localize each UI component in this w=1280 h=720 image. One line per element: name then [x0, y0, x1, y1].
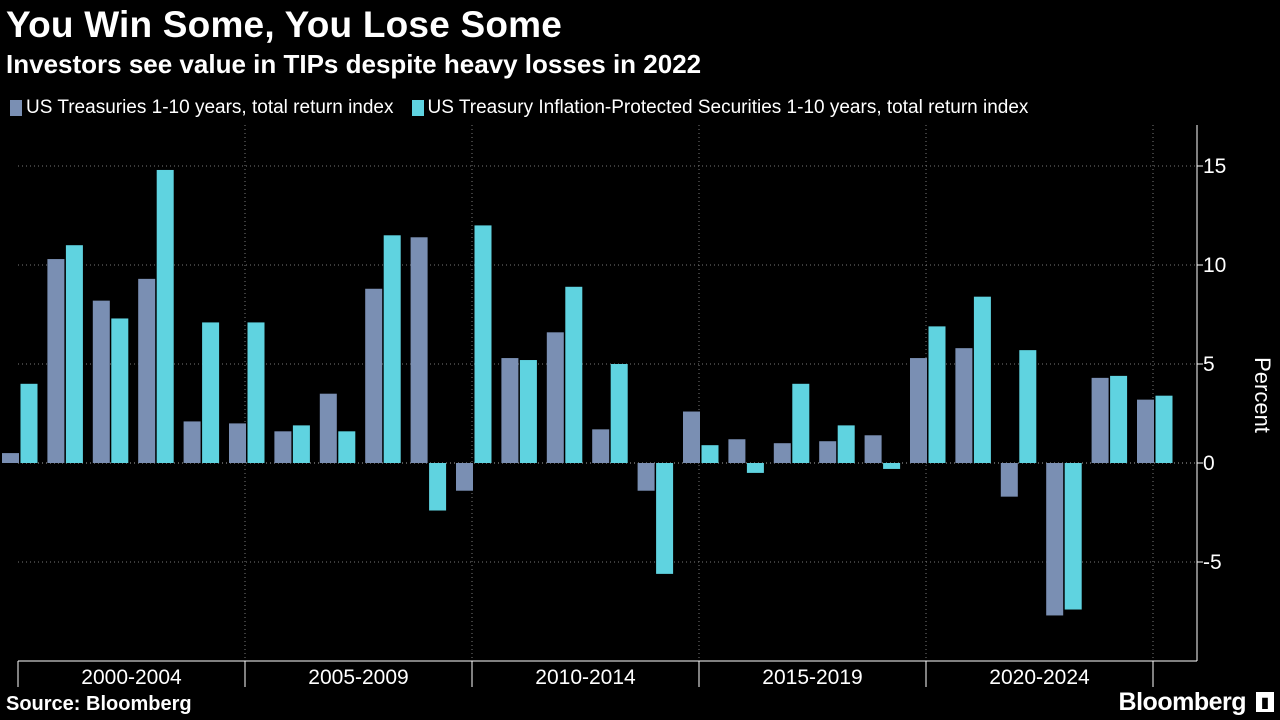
bar-tips — [20, 383, 38, 463]
bar-treasuries — [819, 441, 837, 463]
chart-subtitle: Investors see value in TIPs despite heav… — [6, 49, 702, 79]
bar-treasuries — [183, 421, 201, 463]
bar-tips — [1019, 350, 1037, 463]
legend-swatch-tips — [411, 100, 424, 116]
bar-treasuries — [683, 411, 700, 463]
source-note: Source: Bloomberg — [6, 693, 192, 715]
bar-treasuries — [138, 278, 156, 463]
bar-tips — [202, 322, 220, 463]
bar-tips — [1110, 375, 1128, 463]
bar-treasuries — [319, 393, 337, 463]
bar-tips — [383, 235, 401, 463]
chart-title: You Win Some, You Lose Some — [6, 4, 563, 45]
y-tick-label: 10 — [1203, 254, 1226, 277]
bar-tips — [1064, 463, 1082, 610]
y-tick-label: 0 — [1203, 452, 1215, 475]
bar-tips — [65, 245, 83, 463]
brand-logo: Bloomberg — [1118, 688, 1247, 716]
bar-tips — [792, 383, 810, 463]
bar-tips — [656, 463, 674, 574]
bar-tips — [156, 169, 174, 463]
bar-tips — [519, 360, 537, 463]
bar-tips — [883, 463, 901, 469]
x-group-label: 2010-2014 — [535, 666, 636, 689]
x-group-label: 2020-2024 — [989, 666, 1090, 689]
y-tick-label: 5 — [1203, 353, 1215, 376]
bar-treasuries — [728, 439, 746, 463]
x-group-label: 2005-2009 — [308, 666, 408, 689]
bar-treasuries — [365, 288, 383, 463]
axes: 15 10 5 0 -5 2000-2004 2005-2009 2010-2014 2015-… — [17, 125, 1226, 689]
bar-tips — [111, 318, 129, 463]
bar-treasuries — [592, 429, 610, 463]
bar-treasuries — [47, 259, 65, 463]
legend-label-tips: US Treasury Inflation-Protected Securiti… — [427, 97, 1029, 118]
bar-tips — [973, 296, 991, 463]
legend: US Treasuries 1-10 years, total return i… — [10, 97, 1046, 119]
bar-treasuries — [1046, 463, 1064, 616]
bar-treasuries — [864, 435, 882, 463]
bar-tips — [701, 445, 719, 463]
bar-tips — [292, 425, 310, 463]
terminal-icon: ▮ — [1256, 692, 1274, 712]
legend-item-treasuries: US Treasuries 1-10 years, total return i… — [10, 97, 394, 119]
y-tick-label: 15 — [1203, 155, 1226, 178]
y-tick-label: -5 — [1203, 551, 1222, 574]
bar-tips — [928, 326, 946, 463]
bar-tips — [837, 425, 855, 463]
bar-treasuries — [773, 443, 791, 463]
bar-treasuries — [910, 358, 927, 463]
bar-tips — [474, 225, 492, 463]
bars — [2, 169, 1173, 616]
bar-tips — [1155, 395, 1173, 463]
bar-treasuries — [1091, 377, 1109, 463]
bar-treasuries — [546, 332, 564, 463]
x-group-label: 2000-2004 — [81, 666, 182, 689]
bar-treasuries — [955, 348, 973, 463]
bar-tips — [565, 286, 583, 463]
bar-tips — [429, 463, 447, 511]
bar-treasuries — [229, 423, 246, 463]
bar-treasuries — [456, 463, 473, 491]
bar-treasuries — [2, 453, 19, 463]
x-group-label: 2015-2019 — [762, 666, 862, 689]
y-axis-title: Percent — [1250, 357, 1275, 433]
bar-tips — [610, 364, 628, 463]
bar-tips — [338, 431, 356, 463]
legend-swatch-treasuries — [10, 100, 22, 116]
bar-treasuries — [92, 300, 110, 463]
bar-tips — [247, 322, 265, 463]
bar-treasuries — [274, 431, 292, 463]
bar-treasuries — [1000, 463, 1018, 497]
bar-treasuries — [637, 463, 655, 491]
bar-treasuries — [1137, 399, 1154, 463]
legend-item-tips: US Treasury Inflation-Protected Securiti… — [411, 97, 1029, 119]
bar-treasuries — [501, 358, 519, 463]
bar-treasuries — [410, 237, 428, 463]
legend-label-treasuries: US Treasuries 1-10 years, total return i… — [26, 97, 394, 118]
bar-tips — [746, 463, 764, 473]
